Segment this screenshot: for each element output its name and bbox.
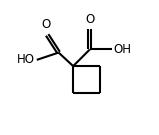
Text: OH: OH	[114, 43, 132, 56]
Text: O: O	[85, 13, 94, 26]
Text: O: O	[41, 18, 51, 31]
Text: HO: HO	[17, 53, 35, 66]
